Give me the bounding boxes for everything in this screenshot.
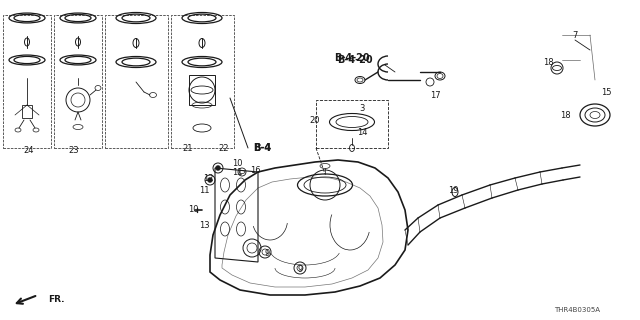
Text: 23: 23 [68, 146, 79, 155]
Bar [189, 75, 215, 105]
Text: 11: 11 [232, 167, 243, 177]
Bar [3, 15, 51, 148]
Text: 11: 11 [199, 186, 209, 195]
Text: 7: 7 [572, 30, 578, 39]
Text: 17: 17 [429, 91, 440, 100]
Text: 16: 16 [250, 165, 260, 174]
Text: 15: 15 [601, 87, 611, 97]
Text: 18: 18 [560, 110, 570, 119]
Text: 10: 10 [232, 158, 243, 167]
Text: 21: 21 [183, 143, 193, 153]
Bar [54, 15, 102, 148]
Text: 13: 13 [198, 220, 209, 229]
Text: 9: 9 [298, 266, 303, 275]
Text: 18: 18 [543, 58, 554, 67]
Bar [22, 105, 32, 118]
Bar [171, 15, 234, 148]
Text: FR.: FR. [48, 295, 65, 305]
Text: B-4-20: B-4-20 [337, 55, 373, 65]
Text: 19: 19 [448, 186, 458, 195]
Bar [105, 15, 168, 148]
Text: 10: 10 [188, 205, 198, 214]
Text: 14: 14 [356, 127, 367, 137]
Text: B-4: B-4 [253, 143, 271, 153]
Text: 24: 24 [24, 146, 35, 155]
Text: 22: 22 [219, 143, 229, 153]
Text: 3: 3 [359, 103, 365, 113]
Text: B-4: B-4 [253, 143, 271, 153]
Text: THR4B0305A: THR4B0305A [554, 307, 600, 313]
Circle shape [216, 165, 221, 171]
Text: 20: 20 [310, 116, 320, 124]
Text: B-4-20: B-4-20 [334, 53, 370, 63]
Text: 12: 12 [203, 173, 213, 182]
Text: 9: 9 [264, 250, 269, 259]
Bar [316, 100, 388, 148]
Circle shape [207, 178, 212, 182]
